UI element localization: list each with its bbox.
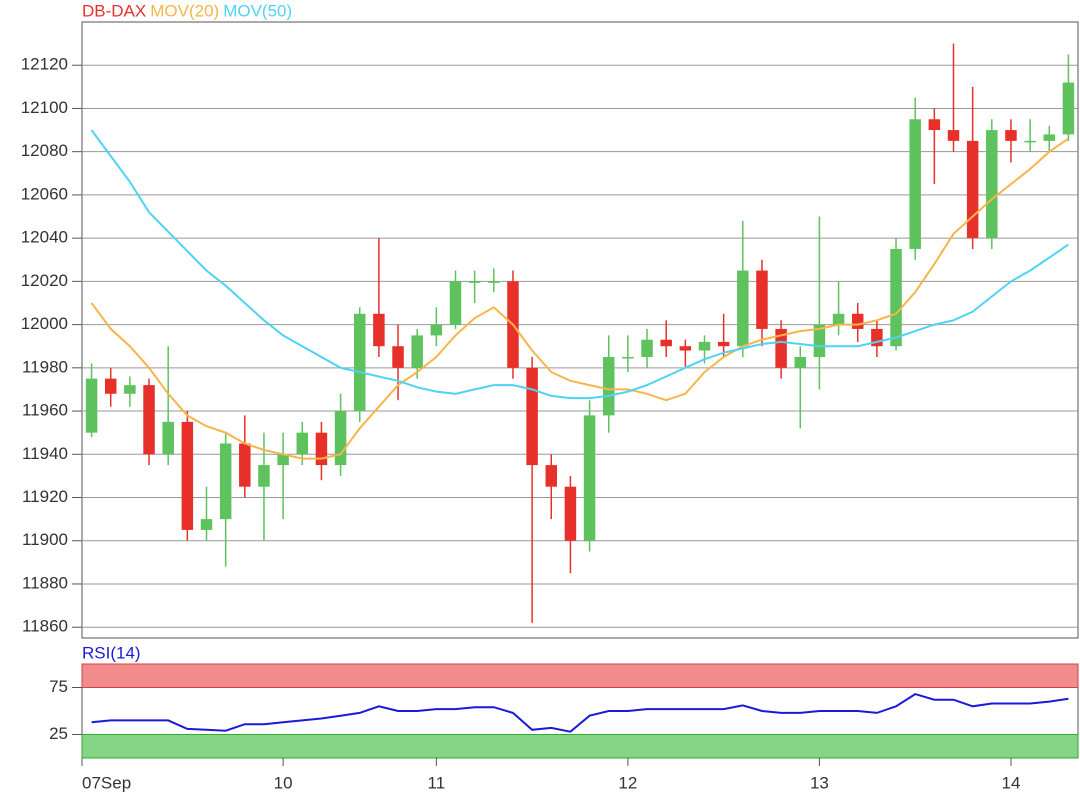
candle-body	[717, 341, 730, 347]
candle-body	[660, 339, 672, 347]
moving-average-line	[90, 137, 1069, 460]
price-panel	[81, 21, 1079, 639]
candle-body	[449, 281, 462, 325]
y-tick-label: 11960	[22, 401, 68, 420]
candle-body	[679, 346, 692, 351]
y-tick-label: 12120	[21, 55, 68, 74]
candle-body	[334, 411, 347, 466]
candle-body	[832, 313, 845, 325]
candle-body	[756, 270, 768, 329]
candle-body	[392, 346, 404, 368]
candle-body	[219, 443, 232, 520]
candle-body	[775, 328, 787, 368]
x-tick-label: 11	[428, 773, 446, 792]
candle-body	[239, 443, 251, 487]
candle-body	[737, 270, 749, 347]
candle-body	[162, 421, 174, 455]
y-tick-label: 11880	[22, 573, 68, 592]
candle-body	[258, 465, 270, 487]
candle-body	[545, 465, 558, 487]
candle-body	[85, 378, 98, 433]
y-tick-label: 12060	[21, 184, 68, 203]
y-tick-label: 75	[49, 677, 68, 696]
candle-body	[947, 130, 960, 141]
x-tick-label: 07Sep	[82, 773, 131, 792]
candle-body	[1005, 130, 1017, 141]
candle-body	[583, 415, 596, 541]
candle-body	[698, 341, 711, 351]
legend-entry: MOV(20)	[150, 1, 219, 20]
legend-entry: MOV(50)	[223, 1, 292, 20]
y-tick-label: 11980	[22, 357, 68, 376]
moving-average-line	[90, 129, 1069, 400]
candle-body	[488, 281, 500, 283]
candle-body	[143, 385, 155, 455]
candle-body	[277, 454, 289, 466]
candle-body	[104, 378, 117, 394]
y-tick-label: 12020	[21, 271, 68, 290]
candle-body	[909, 119, 921, 249]
candle-body	[986, 130, 998, 239]
candle-body	[1043, 134, 1056, 141]
legend-entry: RSI(14)	[82, 643, 141, 662]
oversold-band	[81, 734, 1079, 759]
x-tick-label: 13	[810, 773, 829, 792]
y-tick-label: 12000	[21, 314, 68, 333]
legend-entry: DB-DAX	[82, 1, 146, 20]
candle-body	[794, 357, 807, 368]
candle-body	[564, 486, 577, 541]
candle-body	[200, 519, 213, 530]
candle-body	[602, 357, 615, 416]
y-tick-label: 25	[49, 724, 68, 743]
candle-body	[966, 140, 979, 239]
candle-body	[641, 339, 653, 358]
y-tick-label: 11900	[22, 530, 68, 549]
candle-body	[411, 335, 423, 368]
y-tick-label: 11920	[22, 487, 68, 506]
x-tick-label: 10	[274, 773, 293, 792]
candle-body	[430, 324, 443, 336]
candle-body	[373, 313, 385, 347]
y-tick-label: 12080	[21, 141, 68, 160]
rsi-line	[91, 693, 1069, 733]
candle-body	[181, 421, 194, 530]
y-tick-label: 12100	[21, 98, 68, 117]
candle-body	[851, 313, 864, 329]
candle-body	[526, 367, 538, 466]
y-tick-label: 11940	[22, 444, 68, 463]
candle-body	[124, 385, 136, 394]
candle-body	[622, 357, 634, 359]
candle-body	[1024, 140, 1036, 143]
candle-body	[353, 313, 366, 412]
candle-body	[813, 324, 826, 358]
y-tick-label: 12040	[21, 228, 68, 247]
y-tick-label: 11860	[22, 617, 68, 636]
candle-body	[871, 328, 883, 347]
overbought-band	[81, 663, 1079, 688]
candle-body	[296, 432, 309, 455]
candle-body	[890, 248, 902, 347]
x-tick-label: 12	[618, 773, 637, 792]
candle-body	[928, 119, 941, 131]
candle-body	[1062, 82, 1075, 135]
candle-body	[468, 281, 481, 283]
x-tick-label: 14	[1002, 773, 1021, 792]
candle-body	[315, 432, 328, 466]
